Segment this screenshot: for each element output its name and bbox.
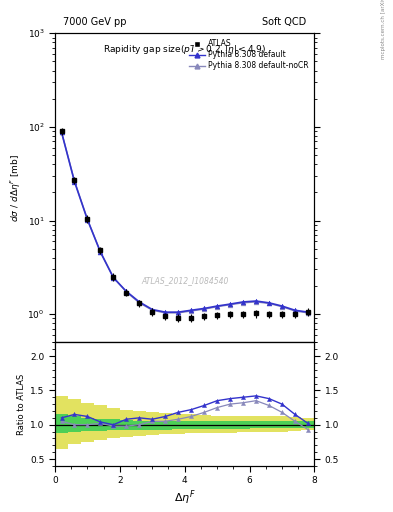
Y-axis label: Ratio to ATLAS: Ratio to ATLAS [17, 373, 26, 435]
Text: Rapidity gap size$(pT > 0.2, |\eta| < 4.9)$: Rapidity gap size$(pT > 0.2, |\eta| < 4.… [103, 42, 266, 55]
Y-axis label: $d\sigma\ /\ d\Delta\eta^F\ \mathrm{[mb]}$: $d\sigma\ /\ d\Delta\eta^F\ \mathrm{[mb]… [9, 154, 23, 222]
Legend: ATLAS, Pythia 8.308 default, Pythia 8.308 default-noCR: ATLAS, Pythia 8.308 default, Pythia 8.30… [187, 37, 310, 73]
Text: Soft QCD: Soft QCD [262, 17, 307, 27]
Text: 7000 GeV pp: 7000 GeV pp [63, 17, 127, 27]
Text: ATLAS_2012_I1084540: ATLAS_2012_I1084540 [141, 276, 228, 285]
X-axis label: $\Delta\eta^F$: $\Delta\eta^F$ [174, 488, 196, 507]
Text: mcplots.cern.ch [arXiv:1306.3436]: mcplots.cern.ch [arXiv:1306.3436] [381, 0, 386, 59]
